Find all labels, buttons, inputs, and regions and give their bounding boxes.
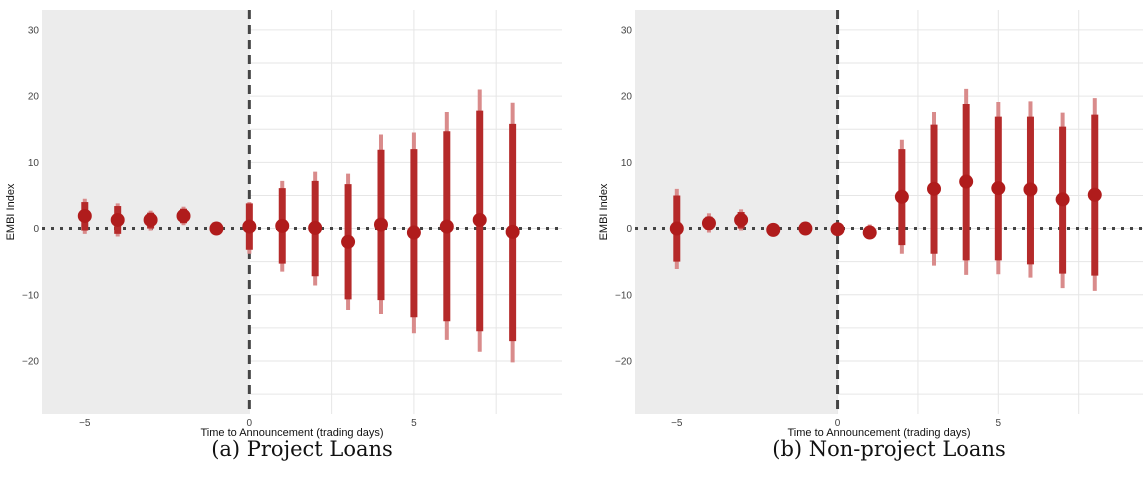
point-estimate: [209, 221, 224, 236]
y-tick-label: 10: [28, 158, 40, 169]
x-tick-label: 5: [996, 418, 1002, 429]
point-estimate: [308, 220, 323, 235]
y-tick-label: −10: [615, 290, 632, 301]
x-tick-label: −5: [671, 418, 683, 429]
y-tick-label: 30: [621, 25, 633, 36]
point-estimate: [766, 222, 781, 237]
x-tick-label: 0: [247, 418, 253, 429]
point-estimate: [1023, 182, 1038, 197]
point-estimate: [77, 208, 92, 223]
point-estimate: [472, 212, 487, 227]
pre-announcement-shade: [635, 10, 838, 414]
point-estimate: [275, 218, 290, 233]
point-estimate: [406, 225, 421, 240]
point-estimate: [701, 216, 716, 231]
point-estimate: [373, 217, 388, 232]
y-axis-title: EMBI Index: [598, 183, 610, 240]
y-tick-label: −20: [22, 357, 39, 368]
point-estimate: [991, 181, 1006, 196]
panel-caption: (b) Non-project Loans: [772, 437, 1006, 461]
point-estimate: [439, 219, 454, 234]
point-estimate: [1087, 187, 1102, 202]
pre-announcement-shade: [42, 10, 250, 414]
y-tick-label: 20: [621, 92, 633, 103]
point-estimate: [734, 212, 749, 227]
point-estimate: [830, 222, 845, 237]
x-axis-title: Time to Announcement (trading days): [787, 427, 970, 439]
x-tick-label: 0: [835, 418, 841, 429]
y-axis-title: EMBI Index: [5, 183, 17, 240]
panel-project-loans: −5 0 5 −20 −10 0 10 20 30 Time to Announcement (t…: [5, 10, 562, 461]
point-estimate: [959, 174, 974, 189]
x-tick-label: −5: [79, 418, 91, 429]
y-tick-label: 10: [621, 158, 633, 169]
point-estimate: [242, 219, 257, 234]
point-estimate: [669, 221, 684, 236]
y-tick-label: −10: [22, 290, 39, 301]
panel-non-project-loans: −5 0 5 −20 −10 0 10 20 30 Time to Announcement (t…: [598, 10, 1143, 461]
point-estimate: [798, 221, 813, 236]
point-estimate: [176, 208, 191, 223]
y-tick-label: 20: [28, 92, 40, 103]
point-estimate: [341, 234, 356, 249]
panel-caption: (a) Project Loans: [211, 437, 393, 461]
x-tick-label: 5: [411, 418, 417, 429]
point-estimate: [894, 189, 909, 204]
point-estimate: [110, 212, 125, 227]
y-tick-label: 0: [33, 224, 39, 235]
y-tick-label: 30: [28, 25, 40, 36]
x-axis-title: Time to Announcement (trading days): [200, 427, 383, 439]
point-estimate: [143, 212, 158, 227]
y-tick-label: −20: [615, 357, 632, 368]
point-estimate: [1055, 192, 1070, 207]
y-tick-label: 0: [626, 224, 632, 235]
point-estimate: [505, 224, 520, 239]
point-estimate: [862, 225, 877, 240]
point-estimate: [927, 181, 942, 196]
